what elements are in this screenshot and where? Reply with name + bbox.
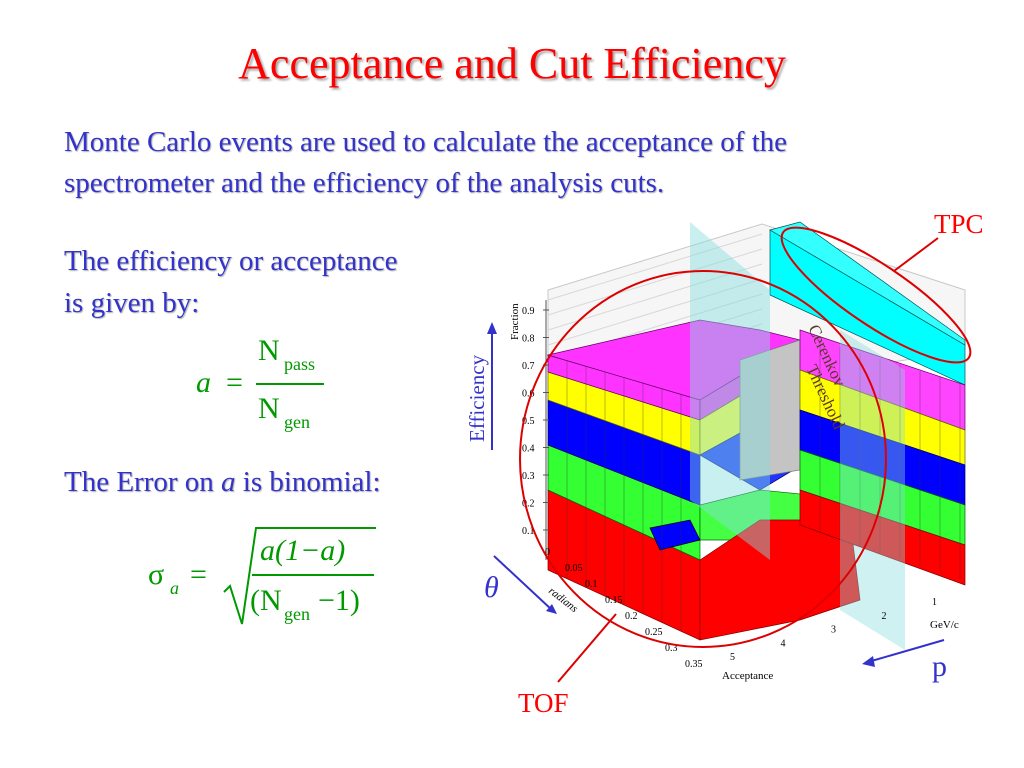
z-tick-label: 0.9 [522,306,535,317]
tof-plane [840,330,905,650]
theta-arrowhead [546,604,557,614]
formula2-denominator-sub: gen [284,604,310,624]
z-tick-label: 0.6 [522,389,535,400]
intro-text: Monte Carlo events are used to calculate… [64,122,944,204]
error-text-var: a [221,466,236,498]
tpc-ellipse [780,226,972,364]
y-tick-label: 0.15 [605,595,623,606]
formula2-lhs: σ [148,558,165,591]
x-tick-label: 4 [781,638,786,649]
error-formula: σ a = a(1−a) (N gen −1) [146,527,386,628]
tof-pointer [557,613,617,683]
fraction-bar [256,383,324,385]
p-arrow [867,639,945,663]
error-text-pre: The Error on [64,466,222,498]
tof-circle [519,270,887,648]
tof-label: TOF [518,688,569,718]
formula-lhs: a [196,366,211,399]
formula-numerator-sub: pass [284,354,315,374]
formula2-denominator-close: −1) [318,584,360,617]
wall-grid-line [547,233,763,301]
y-tick-label: 0.1 [585,579,598,590]
z-tick-label: 0.4 [522,444,535,455]
y-tick-label: 0.25 [645,627,663,638]
efficiency-line-1: The efficiency or acceptance [64,245,398,277]
p-label: p [932,650,947,683]
acceptance-bottom-label: Acceptance [722,670,773,682]
p-arrowhead [862,656,875,667]
z-tick-label: 0.1 [522,526,535,537]
efficiency-text: The efficiency or acceptance is given by… [64,240,484,324]
blue-tile [649,519,701,551]
formula-numerator: N [258,334,280,367]
efficiency-line-2: is given by: [64,287,200,319]
gev-axis-label: GeV/c [930,619,959,631]
wall-grid-line [547,248,763,316]
red-side [799,489,966,586]
efficiency-label: Efficiency [465,354,489,442]
y-tick-label: 0.35 [685,659,703,670]
y-tick-label: 0 [545,547,550,558]
fraction-bar-2 [252,574,374,576]
intro-line-1: Monte Carlo events are used to calculate… [64,126,788,158]
formula-denominator: N [258,392,280,425]
efficiency-arrowhead [487,322,497,334]
cerenkov-plane [690,222,770,560]
magenta-top [546,319,801,401]
red-floor [699,519,861,641]
error-text: The Error on a is binomial: [64,466,381,499]
band-grid [566,341,961,632]
z-ticks: 0.1 0.2 0.3 0.4 0.5 0.6 0.7 0.8 0.9 [522,306,549,537]
x-tick-label: 2 [882,611,887,622]
wall-grid-line [547,278,763,346]
error-text-post: is binomial: [235,466,381,498]
fraction-axis-label: Fraction [509,303,521,340]
formula2-denominator-open: (N [250,584,282,617]
theta-arrow [493,555,553,611]
z-tick-label: 0.5 [522,416,535,427]
formula-denominator-sub: gen [284,412,310,432]
acceptance-formula: a = N pass N gen [196,334,336,436]
tpc-pointer [893,237,939,272]
y-tick-label: 0.2 [625,611,638,622]
y-tick-label: 0.05 [565,563,583,574]
x-tick-label: 1 [932,597,937,608]
x-tick-label: 5 [730,652,735,663]
x-tick-label: 3 [831,625,836,636]
intro-line-2: spectrometer and the efficiency of the a… [64,167,665,199]
z-tick-label: 0.3 [522,471,535,482]
formula-equals: = [226,366,243,399]
sqrt-icon [223,527,376,625]
formula2-numerator: a(1−a) [260,534,346,567]
z-tick-label: 0.7 [522,361,535,372]
formula2-equals: = [190,558,207,591]
slide-title: Acceptance and Cut Efficiency [238,39,786,88]
cyan-top [769,221,966,346]
y-ticks: 0 0.050.1 0.150.2 0.250.3 0.35 [545,547,703,670]
formula2-lhs-sub: a [170,578,179,598]
z-tick-label: 0.8 [522,334,535,345]
lego-top-surface [546,319,862,641]
wall-grid-line [547,263,763,331]
x-ticks: 5 4 3 2 1 [730,597,937,663]
tpc-label: TPC [934,209,984,239]
theta-label: θ [484,571,499,604]
y-tick-label: 0.3 [665,643,678,654]
z-tick-label: 0.2 [522,499,535,510]
